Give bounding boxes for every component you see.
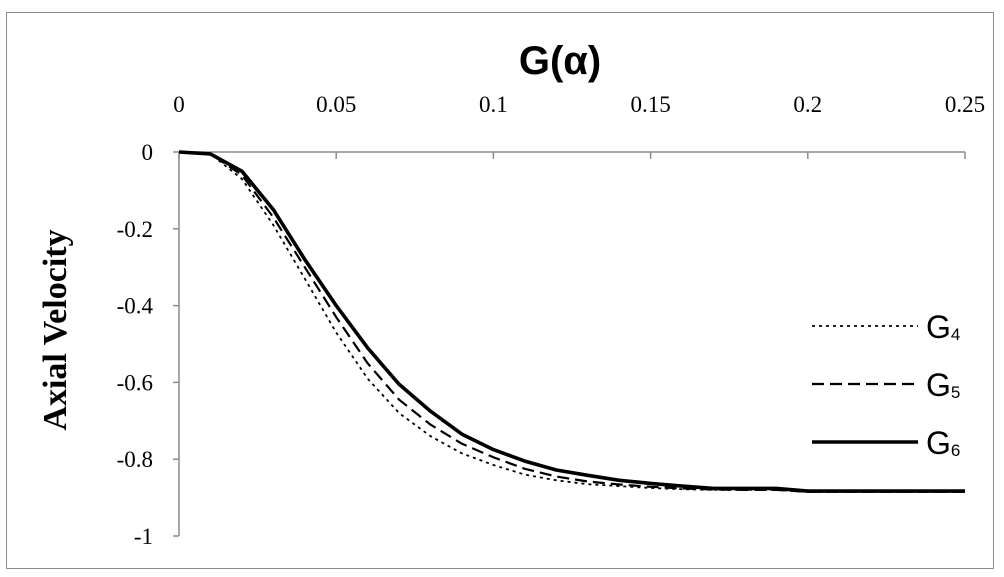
x-tick-label: 0.2: [793, 92, 822, 117]
y-tick-label: -0.4: [117, 294, 154, 319]
chart-axes: [178, 151, 965, 536]
y-tick-label: -0.6: [117, 370, 153, 395]
series-line-g6: [178, 150, 965, 493]
x-axis-ticks: 0 0.05 0.1 0.15 0.2 0.25: [173, 92, 985, 159]
y-tick-label: -0.8: [117, 447, 153, 472]
x-tick-label: 0: [173, 92, 185, 117]
x-tick-label: 0.1: [479, 92, 508, 117]
legend-label: G6: [926, 425, 960, 461]
y-axis-title: Axial Velocity: [37, 229, 74, 430]
chart-legend: G4 G5 G6: [812, 309, 960, 461]
x-tick-label: 0.05: [316, 92, 356, 117]
legend-label: G4: [926, 309, 960, 345]
chart-series: [178, 150, 965, 493]
y-axis-ticks: 0 -0.2 -0.4 -0.6 -0.8 -1: [117, 140, 179, 549]
x-tick-label: 0.15: [630, 92, 670, 117]
chart-frame: [6, 12, 994, 569]
y-tick-label: 0: [142, 140, 154, 165]
y-tick-label: -1: [134, 524, 153, 549]
y-tick-label: -0.2: [117, 217, 153, 242]
x-tick-label: 0.25: [945, 92, 985, 117]
legend-label: G5: [926, 367, 960, 403]
x-axis-title: G(α): [519, 39, 601, 83]
